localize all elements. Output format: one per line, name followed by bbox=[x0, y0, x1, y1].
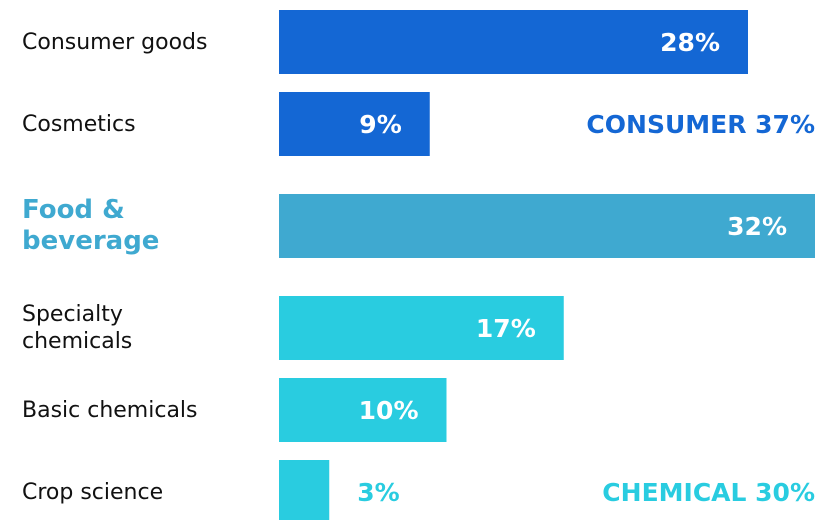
category-label: Crop science bbox=[22, 479, 164, 505]
category-label: Consumer goods bbox=[22, 29, 208, 55]
bar bbox=[279, 296, 564, 360]
bar bbox=[279, 10, 748, 74]
group-label: CHEMICAL 30% bbox=[602, 478, 815, 507]
group-label: CONSUMER 37% bbox=[586, 110, 815, 139]
value-label: 28% bbox=[660, 28, 720, 57]
category-label: Food & beverage bbox=[22, 195, 160, 256]
value-label: 3% bbox=[357, 478, 399, 507]
category-label: Specialty chemicals bbox=[22, 302, 133, 354]
bar bbox=[279, 194, 815, 258]
value-label: 9% bbox=[359, 110, 401, 139]
bar bbox=[279, 92, 430, 156]
value-label: 17% bbox=[476, 314, 536, 343]
value-label: 32% bbox=[727, 212, 787, 241]
bar bbox=[279, 460, 330, 520]
value-label: 10% bbox=[359, 396, 419, 425]
category-label: Cosmetics bbox=[22, 111, 136, 137]
category-label: Basic chemicals bbox=[22, 397, 198, 423]
bar bbox=[279, 378, 447, 442]
